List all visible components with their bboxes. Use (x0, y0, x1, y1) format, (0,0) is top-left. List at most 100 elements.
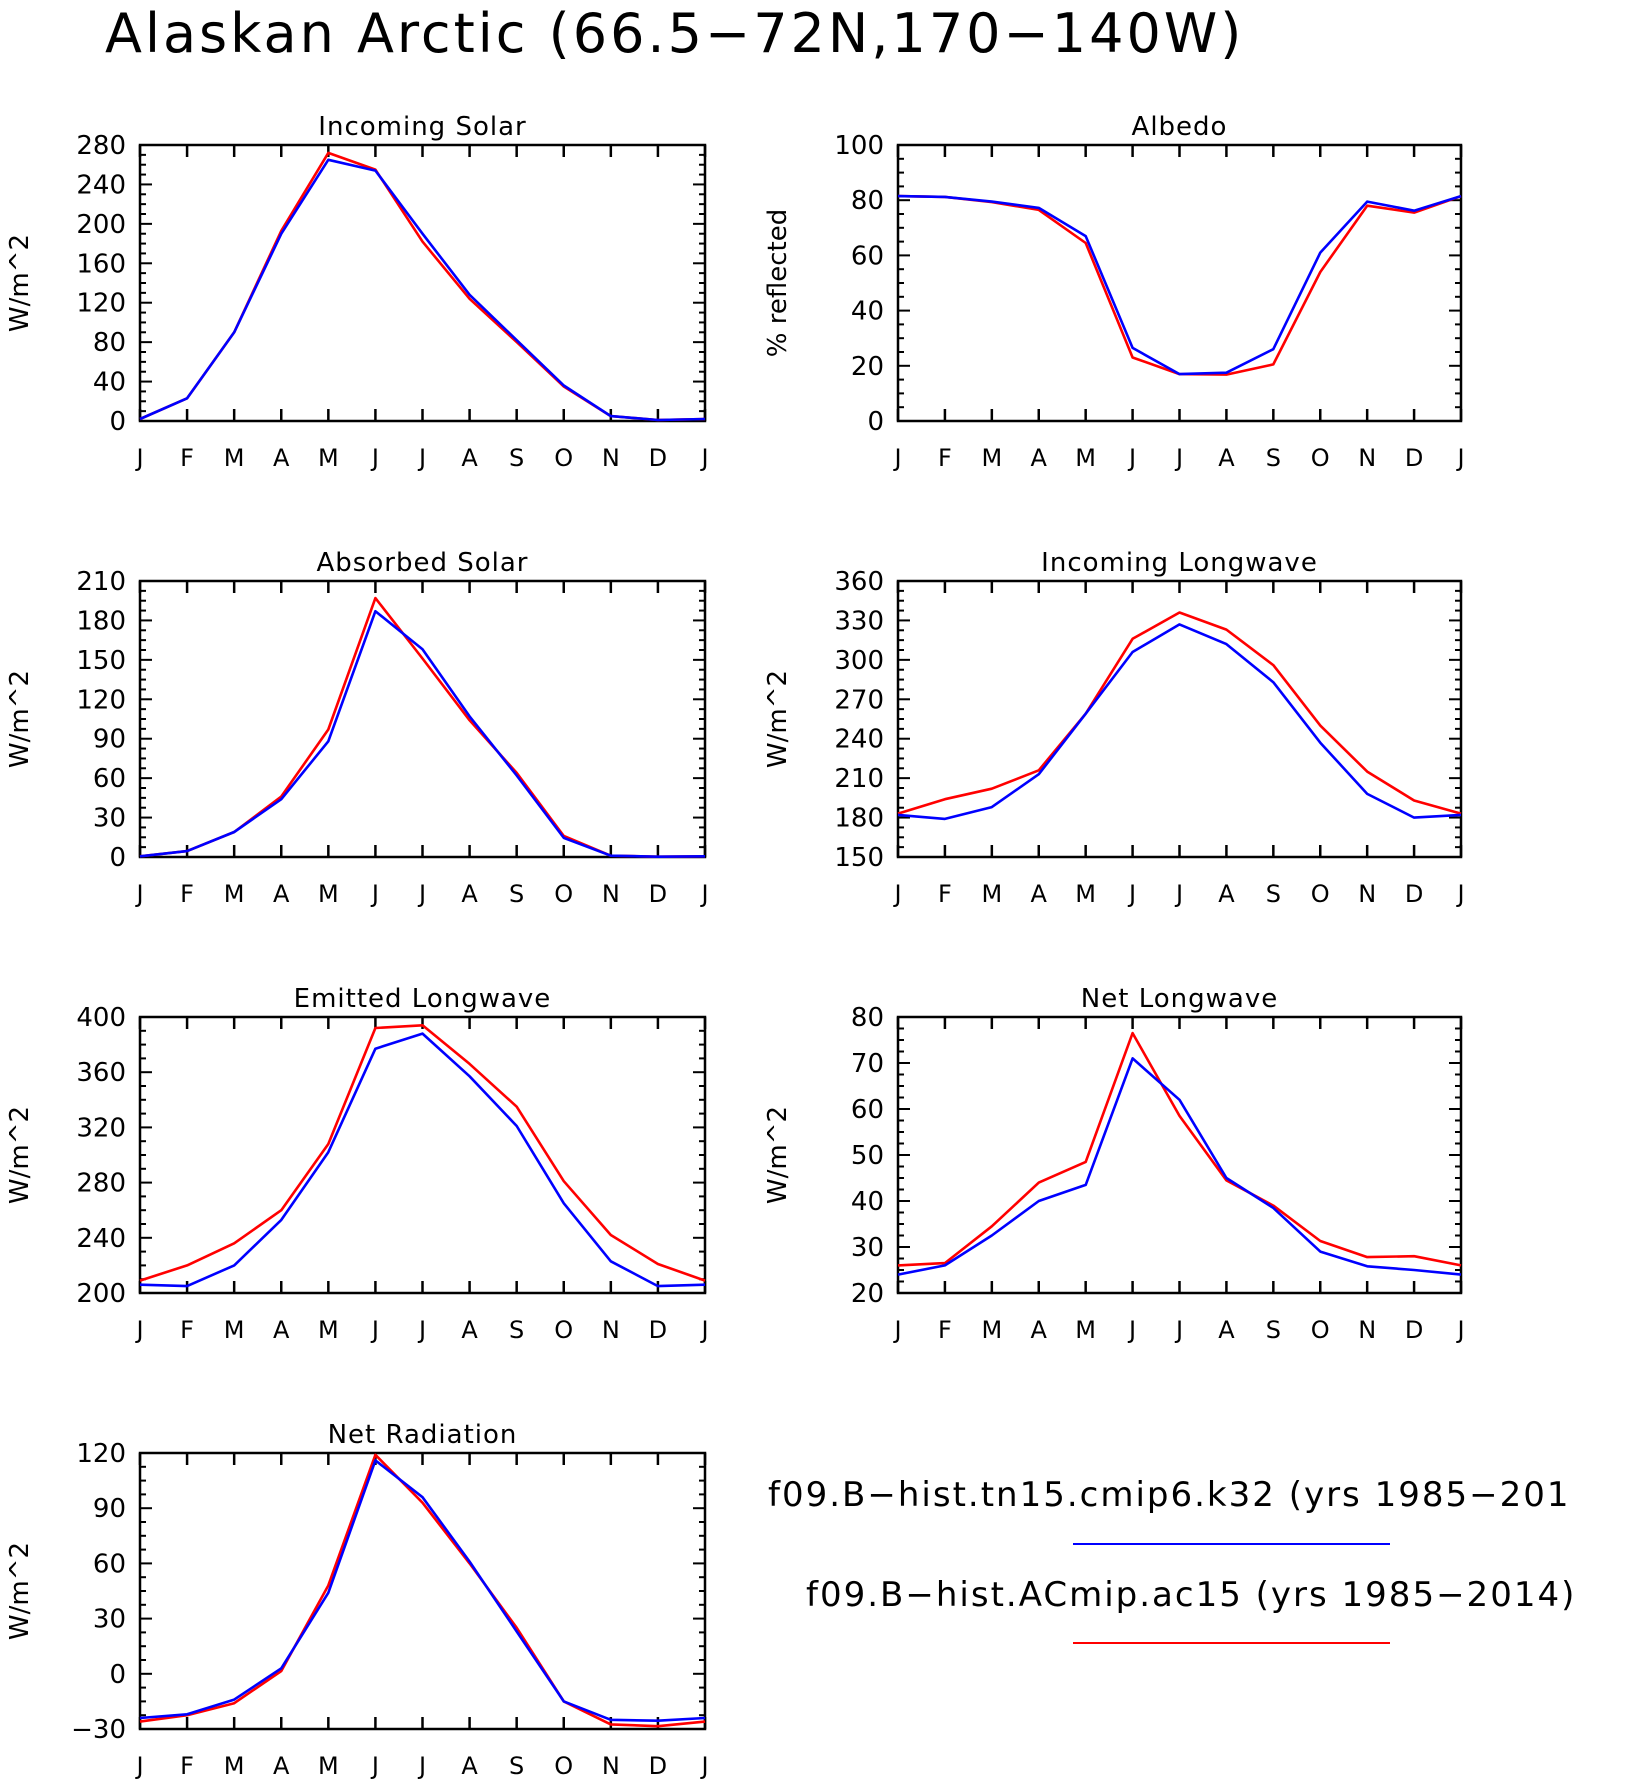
x-tick-label: O (554, 1752, 573, 1780)
x-tick-label: M (318, 1752, 339, 1780)
x-tick-label: S (509, 880, 524, 908)
y-tick-label: 60 (93, 1549, 126, 1579)
plot-frame (138, 579, 707, 859)
y-tick-label: 60 (851, 241, 884, 271)
x-tick-label: A (273, 1316, 290, 1344)
x-tick-label: J (699, 1316, 708, 1344)
panel-title: Absorbed Solar (317, 548, 529, 578)
y-tick-label: 40 (93, 368, 126, 398)
y-tick-label: 120 (76, 1439, 126, 1469)
x-tick-label: J (1455, 880, 1464, 908)
y-tick-label: 240 (834, 725, 884, 755)
series-line-tn15 (139, 1032, 706, 1288)
x-tick-label: A (1031, 444, 1048, 472)
panel-title: Net Longwave (1081, 984, 1278, 1014)
panel-title: Albedo (1132, 112, 1228, 142)
y-tick-label: 70 (851, 1049, 884, 1079)
y-tick-label: 180 (76, 606, 126, 636)
x-tick-label: O (554, 444, 573, 472)
x-tick-label: D (649, 880, 667, 908)
y-tick-label: 0 (109, 1660, 126, 1690)
series-line-tn15 (897, 623, 1462, 821)
x-tick-label: A (461, 880, 478, 908)
x-tick-label: M (1075, 1316, 1096, 1344)
x-tick-label: J (699, 1752, 708, 1780)
x-tick-label: S (1266, 880, 1281, 908)
panels: J F M A M J J A S O N D J04080120160200240280Incomin… (5, 112, 1465, 1780)
x-tick-label: F (938, 1316, 952, 1344)
x-tick-label: M (224, 1752, 245, 1780)
panel-incoming-solar: J F M A M J J A S O N D J04080120160200240280Incomin… (5, 112, 709, 472)
panel-incoming-longwave: J F M A M J J A S O N D J150180210240270300330360Inc… (763, 548, 1465, 908)
x-tick-label: J (892, 444, 901, 472)
x-tick-label: J (134, 880, 143, 908)
x-tick-label: N (602, 1752, 620, 1780)
x-tick-label: F (180, 1752, 194, 1780)
x-tick-label: D (1405, 444, 1423, 472)
x-tick-label: A (1218, 880, 1235, 908)
x-tick-label: J (699, 880, 708, 908)
x-tick-label: S (509, 444, 524, 472)
y-tick-label: 20 (851, 352, 884, 382)
x-tick-label: J (1174, 880, 1183, 908)
x-tick-label: F (938, 880, 952, 908)
plot-frame (138, 1015, 707, 1295)
x-tick-label: A (273, 880, 290, 908)
x-tick-label: J (370, 1752, 379, 1780)
y-tick-label: 30 (93, 1605, 126, 1635)
y-tick-label: 270 (834, 685, 884, 715)
x-tick-label: J (892, 880, 901, 908)
x-tick-label: D (649, 1316, 667, 1344)
series-line-tn15 (139, 158, 706, 422)
x-tick-label: F (180, 1316, 194, 1344)
series-line-tn15 (139, 1459, 706, 1722)
legend-label-1: f09.B−hist.tn15.cmip6.k32 (yrs 1985−201 (768, 1475, 1571, 1515)
x-tick-label: J (134, 444, 143, 472)
x-tick-label: J (370, 880, 379, 908)
y-axis-label: % reflected (763, 209, 793, 357)
x-tick-label: F (180, 444, 194, 472)
x-tick-label: M (224, 1316, 245, 1344)
series-line-ac15 (139, 151, 706, 422)
x-tick-label: M (318, 880, 339, 908)
x-tick-label: J (370, 1316, 379, 1344)
series-line-ac15 (897, 194, 1462, 376)
x-tick-label: S (509, 1316, 524, 1344)
x-tick-label: N (1358, 880, 1376, 908)
figure-title: Alaskan Arctic (66.5−72N,170−140W) (105, 2, 1244, 65)
x-tick-label: J (1174, 444, 1183, 472)
y-tick-label: 90 (93, 1494, 126, 1524)
x-tick-label: N (602, 880, 620, 908)
series-line-ac15 (897, 611, 1462, 815)
x-tick-label: J (417, 1316, 426, 1344)
x-tick-label: J (892, 1316, 901, 1344)
panel-title: Net Radiation (328, 1420, 518, 1450)
x-tick-label: M (1075, 444, 1096, 472)
x-tick-label: M (1075, 880, 1096, 908)
x-tick-label: J (417, 1752, 426, 1780)
x-tick-label: N (602, 1316, 620, 1344)
x-tick-label: J (1455, 444, 1464, 472)
x-tick-label: J (699, 444, 708, 472)
y-axis-label: W/m^2 (5, 1106, 35, 1204)
x-tick-label: J (1127, 1316, 1136, 1344)
x-tick-label: S (509, 1752, 524, 1780)
y-tick-label: 360 (76, 1058, 126, 1088)
plot-frame (896, 1015, 1463, 1295)
y-axis-label: W/m^2 (5, 670, 35, 768)
y-axis-label: W/m^2 (763, 670, 793, 768)
x-tick-label: A (461, 444, 478, 472)
y-tick-label: 20 (851, 1279, 884, 1309)
x-tick-label: D (649, 444, 667, 472)
x-tick-label: J (134, 1752, 143, 1780)
y-tick-label: 180 (834, 804, 884, 834)
legend: f09.B−hist.tn15.cmip6.k32 (yrs 1985−201 … (768, 1475, 1574, 1644)
x-tick-label: J (1127, 880, 1136, 908)
x-tick-label: S (1266, 1316, 1281, 1344)
x-tick-label: J (1455, 1316, 1464, 1344)
x-tick-label: J (370, 444, 379, 472)
y-tick-label: 400 (76, 1003, 126, 1033)
